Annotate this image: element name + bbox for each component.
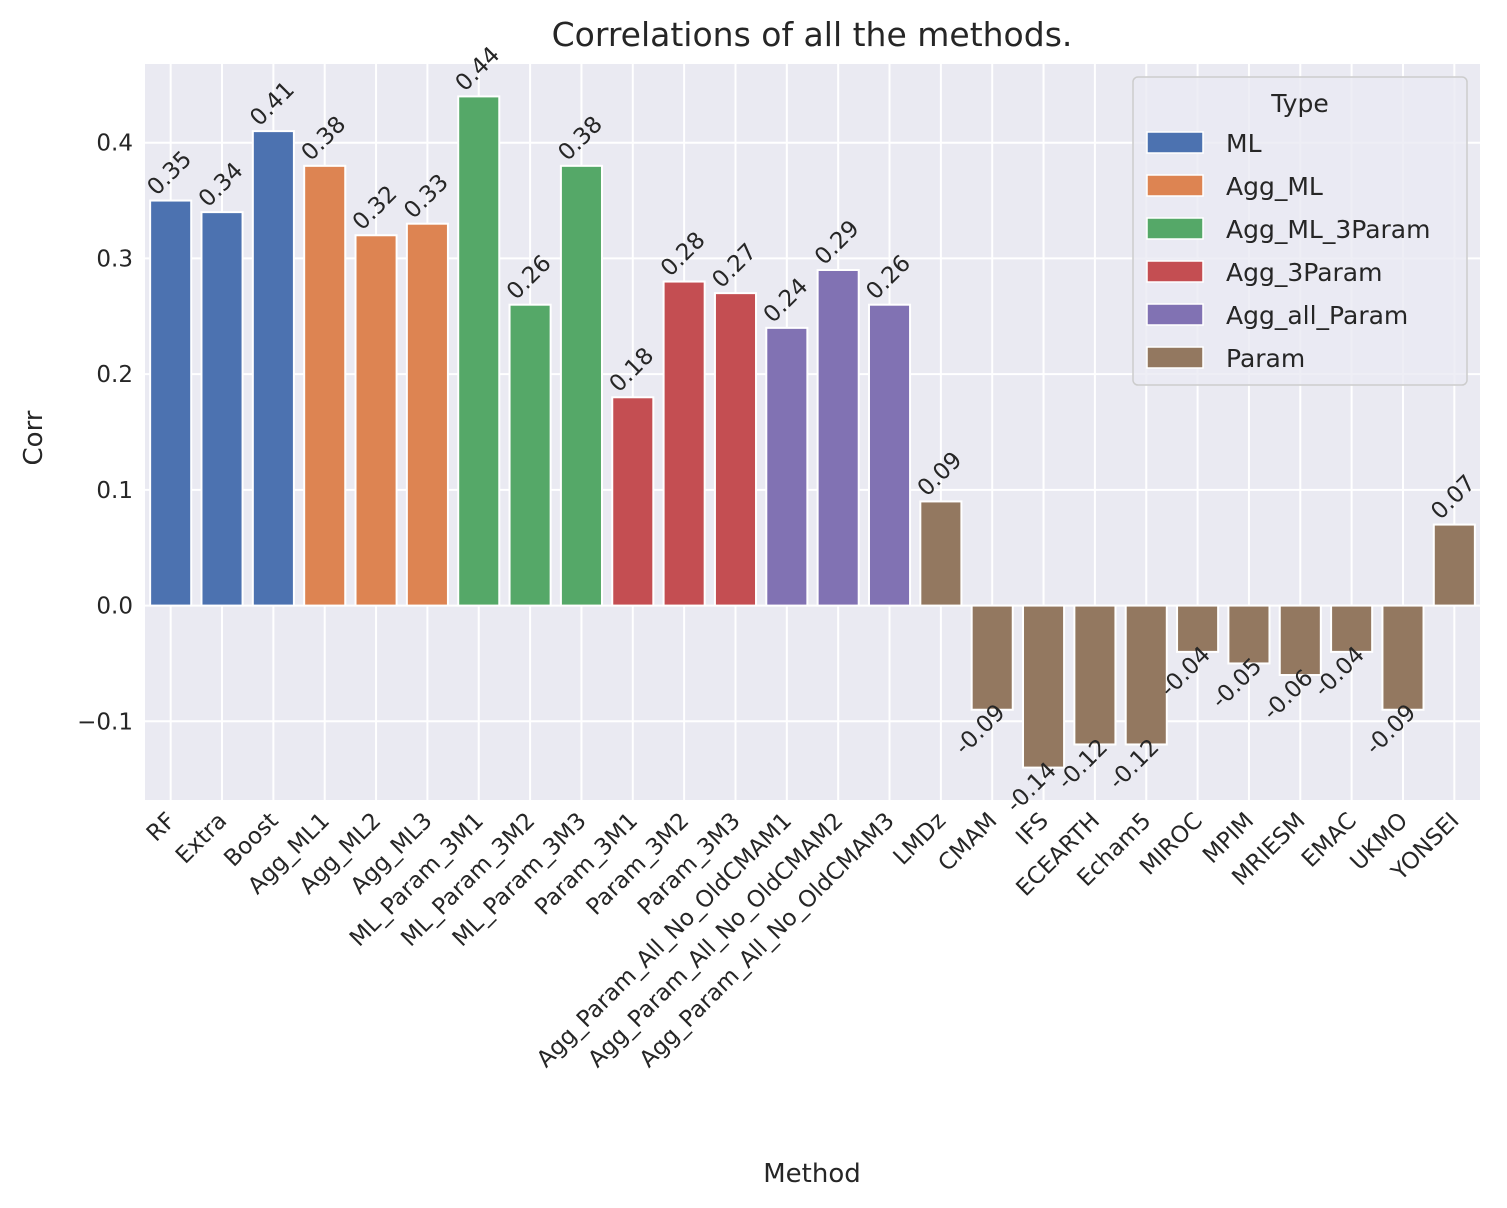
bar-lmdz bbox=[919, 500, 963, 607]
x-axis-label: Method bbox=[763, 1159, 861, 1189]
legend-entries: ML Agg_ML Agg_ML_3Param Agg_3Param Agg_all_P… bbox=[1146, 129, 1430, 373]
legend-entry-label: Agg_3Param bbox=[1226, 258, 1382, 287]
bar-ml-param-3m3 bbox=[559, 164, 603, 607]
legend-swatch bbox=[1146, 174, 1204, 197]
y-ticks: −0.1 0.0 0.1 0.2 0.3 0.4 bbox=[77, 131, 133, 736]
y-tick-label: 0.2 bbox=[96, 362, 133, 388]
y-tick-label: −0.1 bbox=[77, 709, 133, 735]
bar-ml-param-3m2 bbox=[508, 303, 552, 607]
bars bbox=[149, 95, 1476, 769]
bar-miroc bbox=[1176, 604, 1220, 653]
legend: Type ML Agg_ML Agg_ML_3Param Agg_3Param Agg_… bbox=[1132, 76, 1468, 386]
bar-yonsei bbox=[1432, 523, 1476, 607]
legend-entry-label: Agg_all_Param bbox=[1226, 301, 1408, 330]
bar-rf bbox=[149, 199, 193, 607]
y-axis-label: Corr bbox=[19, 410, 49, 465]
y-tick-label: 0.3 bbox=[96, 246, 133, 272]
legend-title: Type bbox=[1270, 89, 1328, 118]
legend-entry-label: Agg_ML bbox=[1226, 172, 1323, 201]
bar-ml-param-3m1 bbox=[457, 95, 501, 607]
bar-agg-ml1 bbox=[303, 164, 347, 607]
bar-extra bbox=[200, 211, 244, 607]
y-tick-label: 0.4 bbox=[96, 131, 133, 157]
y-tick-label: 0.1 bbox=[96, 478, 133, 504]
chart-title: Correlations of all the methods. bbox=[552, 15, 1073, 54]
legend-entry-label: Agg_ML_3Param bbox=[1226, 215, 1430, 244]
x-tick-label: Extra bbox=[171, 808, 232, 869]
legend-swatch bbox=[1146, 260, 1204, 283]
x-tick-label: CMAM bbox=[934, 808, 1003, 877]
bar-mpim bbox=[1227, 604, 1271, 665]
bar-agg-param-all-no-oldcmam1 bbox=[765, 326, 809, 607]
bar-agg-param-all-no-oldcmam3 bbox=[867, 303, 912, 607]
x-tick-label: RF bbox=[142, 808, 181, 847]
bar-ukmo bbox=[1381, 604, 1425, 711]
bar-echam5 bbox=[1124, 604, 1168, 746]
bar-cmam bbox=[970, 604, 1014, 711]
legend-box bbox=[1132, 76, 1468, 386]
legend-swatch bbox=[1146, 131, 1204, 154]
x-ticks: RFExtraBoostAgg_ML1Agg_ML2Agg_ML3ML_Para… bbox=[142, 808, 1465, 1073]
y-tick-label: 0.0 bbox=[96, 594, 133, 620]
bar-param-3m3 bbox=[713, 292, 758, 607]
bar-emac bbox=[1330, 604, 1374, 653]
bar-agg-param-all-no-oldcmam2 bbox=[816, 268, 860, 607]
legend-swatch bbox=[1146, 217, 1204, 240]
bar-ecearth bbox=[1073, 604, 1117, 746]
legend-entry-label: Param bbox=[1226, 344, 1305, 373]
bar-param-3m2 bbox=[662, 280, 706, 607]
legend-swatch bbox=[1146, 346, 1204, 369]
bar-agg-ml2 bbox=[354, 234, 398, 607]
legend-entry-label: ML bbox=[1226, 129, 1262, 158]
bar-agg-ml3 bbox=[405, 222, 449, 607]
bar-param-3m1 bbox=[611, 396, 655, 607]
bar-mriesm bbox=[1278, 604, 1322, 677]
bar-boost bbox=[251, 130, 295, 607]
legend-swatch bbox=[1146, 303, 1204, 326]
bar-ifs bbox=[1022, 604, 1066, 769]
